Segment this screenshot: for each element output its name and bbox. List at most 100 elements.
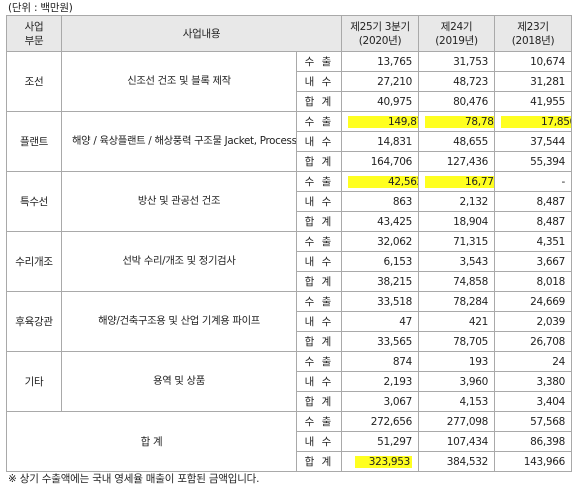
value-cell: 48,655 <box>418 131 496 152</box>
segment-repair: 수리개조 <box>6 231 62 292</box>
type-subtotal: 합 계 <box>295 331 343 352</box>
value-cell: 2,132 <box>418 191 496 212</box>
value-cell: 47 <box>341 311 420 332</box>
value-cell: 107,434 <box>418 431 496 452</box>
value-cell: 6,153 <box>341 251 420 272</box>
description-special-ships: 방산 및 관공선 건조 <box>61 171 297 232</box>
type-export: 수 출 <box>295 411 343 432</box>
value-cell: 38,215 <box>341 271 420 292</box>
value-cell: 164,706 <box>341 151 420 172</box>
value-cell-highlighted: 17,850 <box>494 111 573 132</box>
description-other: 용역 및 상품 <box>61 351 297 412</box>
description-shipbuilding: 신조선 건조 및 블록 제작 <box>61 51 297 112</box>
table-row: 내 수 14,831 48,655 37,544 <box>7 131 573 152</box>
value-cell: 2,193 <box>341 371 420 392</box>
value-cell: 55,394 <box>494 151 573 172</box>
unit-note: (단위 : 백만원) <box>8 2 73 14</box>
header-period-q3-2020: 제25기 3분기 (2020년) <box>341 15 420 52</box>
value-cell: 40,975 <box>341 91 420 112</box>
type-subtotal: 합 계 <box>295 271 343 292</box>
type-export: 수 출 <box>295 51 343 72</box>
type-subtotal: 합 계 <box>295 151 343 172</box>
table-row: 내 수 863 2,132 8,487 <box>7 191 573 212</box>
value-cell: 51,297 <box>341 431 420 452</box>
table-row: 합 계 164,706 127,436 55,394 <box>7 151 573 172</box>
value-cell: 37,544 <box>494 131 573 152</box>
value-cell: 8,018 <box>494 271 573 292</box>
value-cell: 3,960 <box>418 371 496 392</box>
type-domestic: 내 수 <box>295 191 343 212</box>
value-cell: 26,708 <box>494 331 573 352</box>
value-cell: 74,858 <box>418 271 496 292</box>
value-cell: 18,904 <box>418 211 496 232</box>
value-cell: 4,153 <box>418 391 496 412</box>
value-cell: 48,723 <box>418 71 496 92</box>
table-row: 내 수 6,153 3,543 3,667 <box>7 251 573 272</box>
value-cell: 8,487 <box>494 211 573 232</box>
value-cell: 127,436 <box>418 151 496 172</box>
value-cell: 71,315 <box>418 231 496 252</box>
value-cell: 3,404 <box>494 391 573 412</box>
description-repair: 선박 수리/개조 및 정기검사 <box>61 231 297 292</box>
value-cell: 2,039 <box>494 311 573 332</box>
type-subtotal: 합 계 <box>295 211 343 232</box>
table-row: 조선 신조선 건조 및 블록 제작 수 출 13,765 31,753 10,6… <box>6 51 573 112</box>
description-steel-pipe: 해양/건축구조용 및 산업 기계용 파이프 <box>61 291 297 352</box>
table-row: 합 계 33,565 78,705 26,708 <box>7 331 573 352</box>
value-cell: 27,210 <box>341 71 420 92</box>
value-cell: 3,667 <box>494 251 573 272</box>
value-cell-highlighted: 16,772 <box>418 171 496 192</box>
type-domestic: 내 수 <box>295 431 343 452</box>
table-row-total: 합 계 수 출 272,656 277,098 57,568 <box>6 411 573 472</box>
value-cell: 3,543 <box>418 251 496 272</box>
value-cell: 57,568 <box>494 411 573 432</box>
table-row: 합 계 43,425 18,904 8,487 <box>7 211 573 232</box>
footnote: ※ 상기 수출액에는 국내 영세율 매출이 포함된 금액입니다. <box>8 473 260 485</box>
value-cell: 80,476 <box>418 91 496 112</box>
table-row-total: 합 계 323,953 384,532 143,966 <box>7 451 573 472</box>
value-cell-highlighted: 42,562 <box>341 171 420 192</box>
value-cell: 277,098 <box>418 411 496 432</box>
value-cell: 3,380 <box>494 371 573 392</box>
value-cell-highlighted: 78,781 <box>418 111 496 132</box>
sales-table: 사업 부문 사업내용 제25기 3분기 (2020년) 제24기 (2019년)… <box>6 15 573 472</box>
value-cell: 32,062 <box>341 231 420 252</box>
table-row: 합 계 3,067 4,153 3,404 <box>7 391 573 412</box>
value-cell: 31,281 <box>494 71 573 92</box>
table-row: 후육강관 해양/건축구조용 및 산업 기계용 파이프 수 출 33,518 78… <box>6 291 573 352</box>
description-plant: 해양 / 육상플랜트 / 해상풍력 구조물 Jacket, Process Mo… <box>61 111 297 172</box>
type-subtotal: 합 계 <box>295 451 343 472</box>
value-cell: 272,656 <box>341 411 420 432</box>
header-row: 사업 부문 사업내용 제25기 3분기 (2020년) 제24기 (2019년)… <box>6 15 573 52</box>
value-cell: 33,518 <box>341 291 420 312</box>
value-cell: - <box>494 171 573 192</box>
value-cell: 4,351 <box>494 231 573 252</box>
type-domestic: 내 수 <box>295 311 343 332</box>
value-cell: 33,565 <box>341 331 420 352</box>
value-cell: 421 <box>418 311 496 332</box>
type-export: 수 출 <box>295 291 343 312</box>
table-row: 플랜트 해양 / 육상플랜트 / 해상풍력 구조물 Jacket, Proces… <box>6 111 573 172</box>
type-subtotal: 합 계 <box>295 91 343 112</box>
value-cell: 384,532 <box>418 451 496 472</box>
type-subtotal: 합 계 <box>295 391 343 412</box>
value-cell-highlighted: 323,953 <box>341 451 420 472</box>
header-segment: 사업 부문 <box>6 15 62 52</box>
value-cell: 41,955 <box>494 91 573 112</box>
type-export: 수 출 <box>295 351 343 372</box>
header-period-2018: 제23기 (2018년) <box>494 15 573 52</box>
table-row: 기타 용역 및 상품 수 출 874 193 24 <box>6 351 573 412</box>
value-cell: 78,705 <box>418 331 496 352</box>
segment-other: 기타 <box>6 351 62 412</box>
header-period-2019: 제24기 (2019년) <box>418 15 496 52</box>
value-cell: 86,398 <box>494 431 573 452</box>
table-row: 수리개조 선박 수리/개조 및 정기검사 수 출 32,062 71,315 4… <box>6 231 573 292</box>
value-cell: 193 <box>418 351 496 372</box>
value-cell: 10,674 <box>494 51 573 72</box>
value-cell: 3,067 <box>341 391 420 412</box>
type-domestic: 내 수 <box>295 131 343 152</box>
type-domestic: 내 수 <box>295 251 343 272</box>
grand-total-label: 합 계 <box>6 411 297 472</box>
value-cell: 24,669 <box>494 291 573 312</box>
table-row: 특수선 방산 및 관공선 건조 수 출 42,562 16,772 - <box>6 171 573 232</box>
